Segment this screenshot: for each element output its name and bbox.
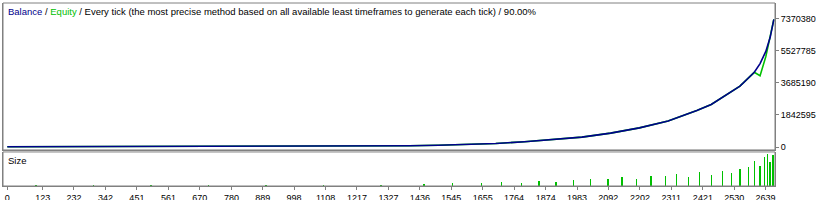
svg-text:2530: 2530 — [724, 193, 744, 200]
svg-text:232: 232 — [66, 193, 81, 200]
svg-text:1655: 1655 — [473, 193, 493, 200]
svg-text:2202: 2202 — [630, 193, 650, 200]
svg-text:2311: 2311 — [662, 193, 681, 200]
svg-text:889: 889 — [255, 193, 270, 200]
svg-text:1874: 1874 — [536, 193, 556, 200]
svg-text:5527785: 5527785 — [781, 46, 816, 56]
svg-text:3685190: 3685190 — [781, 78, 816, 88]
svg-text:1545: 1545 — [441, 193, 461, 200]
svg-text:998: 998 — [287, 193, 302, 200]
svg-text:0: 0 — [781, 142, 786, 152]
svg-text:2092: 2092 — [598, 193, 618, 200]
svg-text:123: 123 — [35, 193, 50, 200]
svg-text:1842595: 1842595 — [781, 110, 816, 120]
svg-text:7370380: 7370380 — [781, 14, 816, 24]
svg-text:451: 451 — [129, 193, 144, 200]
svg-text:1327: 1327 — [379, 193, 399, 200]
svg-text:Balance / Equity / Every tick: Balance / Equity / Every tick (the most … — [8, 6, 537, 17]
svg-text:0: 0 — [5, 193, 10, 200]
svg-text:1764: 1764 — [504, 193, 524, 200]
svg-text:1217: 1217 — [347, 193, 367, 200]
svg-text:Size: Size — [8, 155, 26, 166]
svg-text:1983: 1983 — [567, 193, 587, 200]
svg-text:561: 561 — [161, 193, 176, 200]
svg-text:1436: 1436 — [410, 193, 430, 200]
svg-text:342: 342 — [98, 193, 113, 200]
svg-text:2639: 2639 — [756, 193, 776, 200]
svg-text:1108: 1108 — [316, 193, 335, 200]
svg-text:670: 670 — [192, 193, 207, 200]
svg-text:2421: 2421 — [693, 193, 713, 200]
svg-text:780: 780 — [224, 193, 239, 200]
